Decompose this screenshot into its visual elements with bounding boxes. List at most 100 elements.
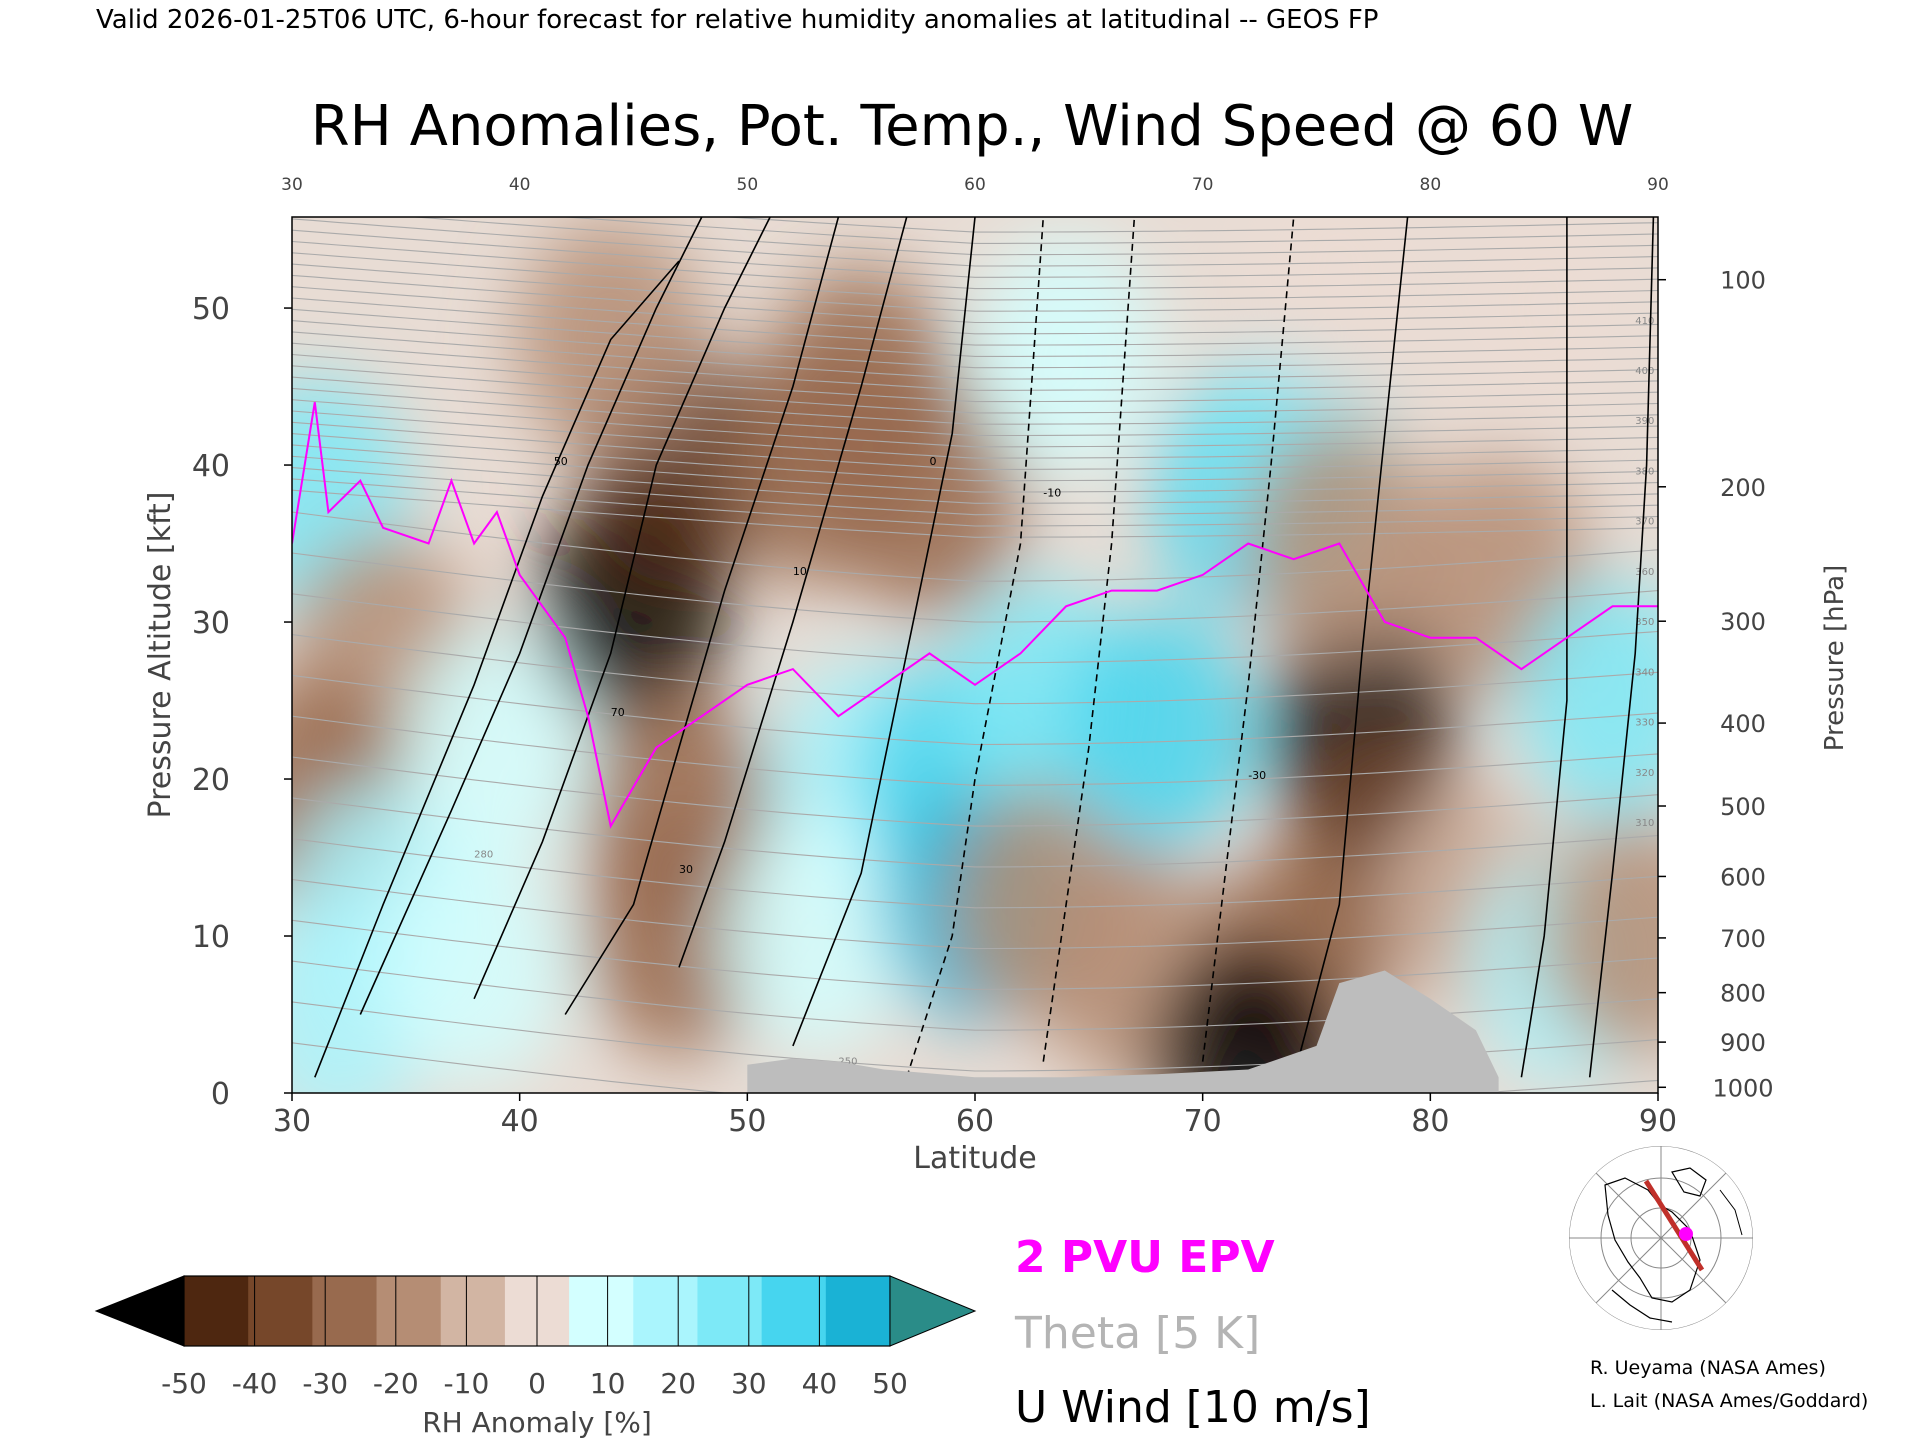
x-tick-label: 70	[1184, 1104, 1222, 1139]
credit-line-1: R. Ueyama (NASA Ames)	[1590, 1357, 1826, 1379]
theta-isentrope	[292, 320, 1658, 369]
theta-isentrope	[292, 421, 1658, 470]
theta-isentrope	[292, 444, 1658, 493]
u-wind-label: 30	[679, 863, 693, 876]
theta-isentrope	[292, 365, 1658, 414]
colorbar-tick-label: -30	[302, 1367, 348, 1400]
colorbar-band	[697, 1276, 763, 1346]
x-tick-top-label: 90	[1647, 175, 1669, 195]
y-tick-label: 40	[192, 449, 230, 484]
section-line	[1643, 1179, 1705, 1272]
theta-isentrope	[292, 286, 1658, 335]
colorbar-tick-label: 30	[731, 1367, 767, 1400]
u-wind-label: 50	[554, 455, 568, 468]
colorbar-tick-label: 0	[528, 1367, 546, 1400]
theta-isentrope	[292, 353, 1658, 403]
plot-area: 250280310320330340350360370380390400410 …	[292, 217, 1658, 1093]
colorbar-tick-label: -50	[161, 1367, 207, 1400]
rh-anomaly-cell	[584, 816, 775, 1057]
theta-label: 370	[1635, 517, 1654, 528]
theta-label: 320	[1635, 768, 1654, 779]
x-tick-top-label: 40	[509, 175, 531, 195]
x-tick-top-label: 60	[964, 175, 986, 195]
theta-isentrope	[292, 274, 1658, 324]
colorbar-tick-label: -40	[232, 1367, 278, 1400]
theta-isentrope	[292, 878, 1658, 950]
x-tick-top-label: 30	[281, 175, 303, 195]
u-wind-contour	[1042, 217, 1136, 1062]
theta-isentrope	[292, 399, 1658, 448]
theta-isentrope	[407, 217, 1658, 256]
colorbar-band	[569, 1276, 634, 1346]
x-tick-top-label: 50	[737, 175, 759, 195]
theta-label: 340	[1635, 667, 1654, 678]
u-wind-label: 70	[611, 706, 625, 719]
theta-label: 390	[1635, 416, 1654, 427]
theta-label: 410	[1635, 316, 1654, 327]
rh-anomaly-field	[292, 217, 1658, 1093]
y-tick-label: 30	[192, 606, 230, 641]
colorbar-band	[440, 1276, 506, 1346]
y-axis-label: Pressure Altitude [kft]	[143, 492, 178, 819]
x-axis-ticks: 30 40 50 60 70 80 90	[273, 1093, 1677, 1139]
theta-label: 330	[1635, 718, 1654, 729]
theta-isentrope	[292, 838, 1658, 909]
credit-line-2: L. Lait (NASA Ames/Goddard)	[1590, 1390, 1869, 1412]
theta-isentrope	[292, 342, 1658, 391]
chart-title: RH Anomalies, Pot. Temp., Wind Speed @ 6…	[311, 94, 1633, 159]
theta-isentrope	[292, 297, 1658, 346]
theta-isentrope	[292, 229, 1658, 278]
colorbar-tick-label: 40	[802, 1367, 838, 1400]
pressure-tick-label: 100	[1720, 267, 1766, 295]
theta-isentrope	[292, 467, 1658, 516]
colorbar-tick-label: 10	[590, 1367, 626, 1400]
pressure-tick-label: 300	[1720, 608, 1766, 636]
u-wind-contour	[792, 217, 976, 1047]
u-wind-label: -30	[1248, 769, 1266, 782]
rh-anomaly-cell	[1540, 816, 1658, 1056]
colorbar-label: RH Anomaly [%]	[422, 1406, 652, 1439]
terrain-fill	[747, 970, 1499, 1093]
theta-label: 350	[1635, 617, 1654, 628]
colorbar-tick-label: -10	[444, 1367, 490, 1400]
valid-time-header: Valid 2026-01-25T06 UTC, 6-hour forecast…	[96, 5, 1378, 35]
colorbar-band	[633, 1276, 698, 1346]
u-wind-contour	[1201, 217, 1295, 1062]
y-tick-label: 20	[192, 763, 230, 798]
y-tick-label: 10	[192, 920, 230, 955]
pressure-tick-label: 600	[1720, 863, 1766, 891]
theta-isentrope	[559, 217, 1658, 244]
theta-label: 360	[1635, 567, 1654, 578]
pressure-tick-label: 900	[1720, 1029, 1766, 1057]
u-wind-label: 10	[793, 565, 807, 578]
u-wind-contour	[905, 217, 1045, 1078]
u-wind-contour	[678, 217, 908, 968]
colorbar-band	[825, 1276, 891, 1346]
theta-label: 280	[474, 850, 493, 861]
theta-isentrope	[292, 410, 1658, 459]
u-wind-contours: 50 70 30 10 0 -10 -30	[314, 217, 1655, 1078]
u-wind-contour	[314, 260, 680, 1078]
x-tick-top-label: 70	[1192, 175, 1214, 195]
credits: R. Ueyama (NASA Ames) L. Lait (NASA Ames…	[1590, 1352, 1868, 1418]
legend-u-wind: U Wind [10 m/s]	[1015, 1382, 1371, 1433]
theta-isentrope	[292, 263, 1658, 312]
theta-isentrope	[292, 376, 1658, 425]
epv-2pvu-path	[292, 402, 1658, 829]
x-ticks-top: 30 40 50 60 70 80 90	[281, 175, 1669, 195]
colorbar-band	[761, 1276, 827, 1346]
pressure-tick-label: 400	[1720, 710, 1766, 738]
theta-isentrope	[292, 478, 1658, 527]
x-tick-label: 80	[1411, 1104, 1449, 1139]
y-axis-ticks: 0 10 20 30 40 50	[192, 292, 292, 1112]
colorbar-tick-labels: -50 -40 -30 -20 -10 0 10 20 30 40 50	[161, 1367, 908, 1400]
theta-isentrope	[292, 433, 1658, 482]
theta-isentrope	[292, 634, 1658, 705]
theta-isentrope	[292, 240, 1658, 290]
theta-isentrope	[292, 756, 1658, 827]
rh-anomaly-cell	[1244, 217, 1435, 397]
theta-isentrope	[292, 1042, 1658, 1093]
theta-isentrope	[292, 252, 1658, 301]
theta-label: 310	[1635, 818, 1654, 829]
